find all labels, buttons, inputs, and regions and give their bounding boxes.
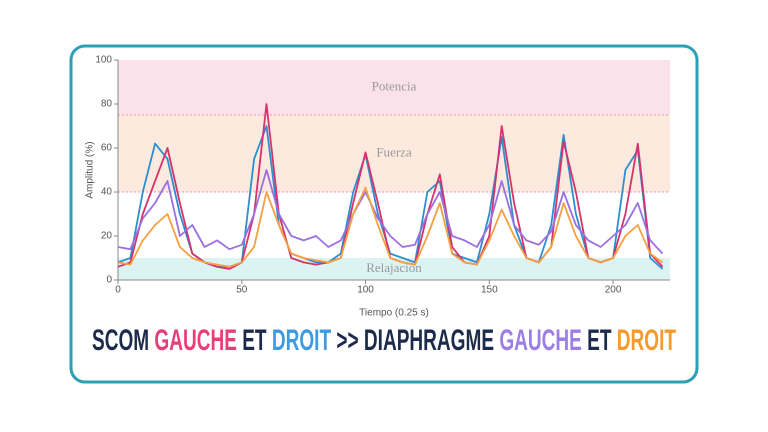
caption-part: ET (582, 324, 617, 357)
caption-part: GAUCHE (154, 324, 237, 357)
y-axis-title: Amplitud (%) (85, 141, 96, 198)
x-tick-label: 50 (236, 285, 248, 296)
band (118, 258, 670, 280)
x-tick-label: 200 (605, 285, 622, 296)
x-axis-title: Tiempo (0.25 s) (359, 308, 429, 319)
band (118, 115, 670, 192)
x-tick-label: 0 (115, 285, 121, 296)
caption-part: DROIT (617, 324, 676, 357)
band-label: Potencia (372, 78, 417, 93)
y-tick-label: 60 (101, 143, 113, 154)
x-tick-label: 100 (357, 285, 374, 296)
caption: SCOM GAUCHE ET DROIT >> DIAPHRAGME GAUCH… (92, 324, 676, 357)
series-line (117, 186, 664, 268)
series-line (117, 169, 664, 255)
caption-part: ET (237, 324, 272, 357)
caption-part: SCOM (92, 324, 154, 357)
y-tick-label: 0 (106, 275, 112, 286)
caption-part: GAUCHE (499, 324, 582, 357)
y-tick-label: 100 (95, 55, 112, 66)
caption-part: DROIT (272, 324, 331, 357)
band-label: Fuerza (376, 144, 412, 159)
y-tick-label: 40 (101, 187, 113, 198)
x-tick-label: 150 (481, 285, 498, 296)
band (118, 60, 670, 115)
y-tick-label: 80 (101, 99, 113, 110)
caption-part: >> DIAPHRAGME (331, 324, 499, 357)
y-tick-label: 20 (101, 231, 113, 242)
